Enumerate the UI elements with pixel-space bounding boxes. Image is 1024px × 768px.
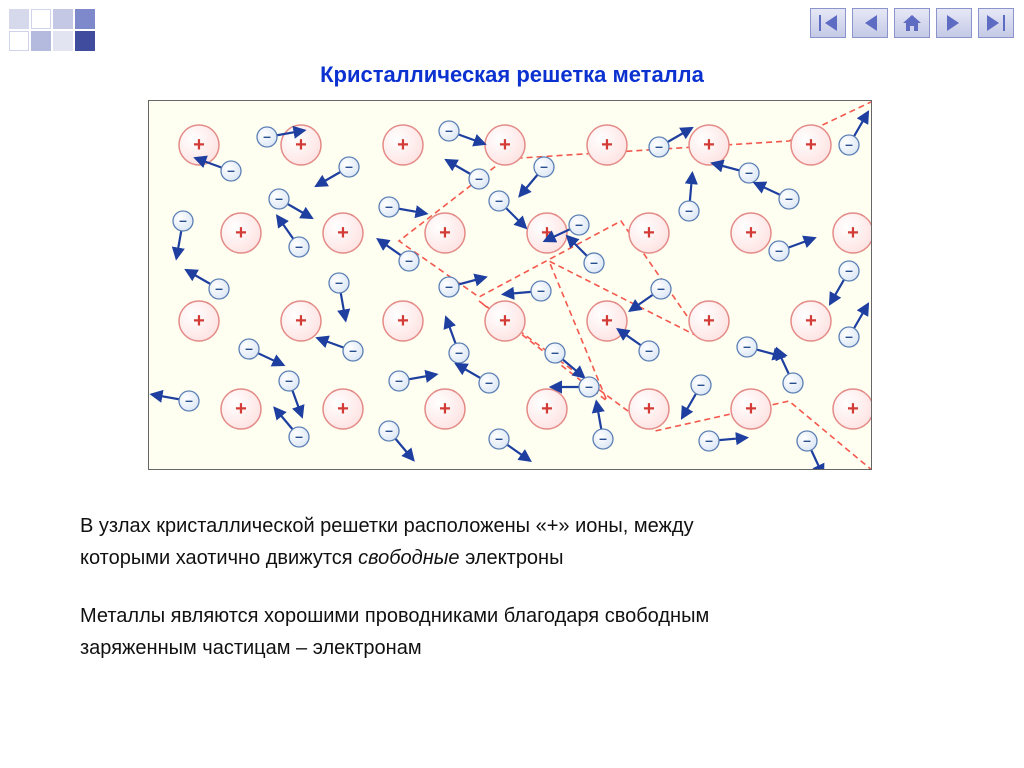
svg-text:–: – [657, 280, 665, 296]
svg-text:–: – [185, 392, 193, 408]
svg-text:–: – [445, 278, 453, 294]
svg-text:–: – [540, 158, 548, 174]
svg-text:–: – [245, 340, 253, 356]
forward-button[interactable] [936, 8, 972, 38]
svg-text:–: – [405, 252, 413, 268]
svg-text:–: – [335, 274, 343, 290]
svg-text:–: – [345, 158, 353, 174]
svg-text:+: + [745, 222, 757, 244]
svg-text:+: + [397, 310, 409, 332]
page-title: Кристаллическая решетка металла [0, 62, 1024, 88]
svg-text:+: + [337, 222, 349, 244]
svg-text:–: – [685, 202, 693, 218]
svg-text:+: + [847, 222, 859, 244]
svg-text:+: + [805, 310, 817, 332]
svg-text:–: – [785, 190, 793, 206]
svg-text:–: – [475, 170, 483, 186]
svg-text:–: – [485, 374, 493, 390]
svg-text:+: + [703, 310, 715, 332]
svg-text:+: + [601, 134, 613, 156]
svg-text:–: – [227, 162, 235, 178]
svg-text:–: – [537, 282, 545, 298]
svg-text:+: + [499, 134, 511, 156]
svg-text:–: – [179, 212, 187, 228]
svg-text:–: – [789, 374, 797, 390]
svg-text:+: + [193, 134, 205, 156]
svg-text:–: – [551, 344, 559, 360]
svg-text:–: – [495, 192, 503, 208]
svg-text:–: – [263, 128, 271, 144]
svg-text:+: + [397, 134, 409, 156]
skip-forward-button[interactable] [978, 8, 1014, 38]
svg-text:–: – [445, 122, 453, 138]
svg-text:+: + [805, 134, 817, 156]
svg-text:–: – [655, 138, 663, 154]
svg-text:–: – [575, 216, 583, 232]
svg-text:–: – [745, 164, 753, 180]
svg-text:+: + [439, 398, 451, 420]
svg-text:–: – [455, 344, 463, 360]
svg-text:–: – [285, 372, 293, 388]
svg-text:+: + [847, 398, 859, 420]
decorative-squares [8, 8, 108, 52]
svg-text:–: – [349, 342, 357, 358]
svg-text:+: + [439, 222, 451, 244]
svg-text:–: – [215, 280, 223, 296]
svg-text:+: + [703, 134, 715, 156]
svg-text:+: + [745, 398, 757, 420]
svg-text:–: – [743, 338, 751, 354]
svg-text:–: – [845, 136, 853, 152]
svg-text:–: – [590, 254, 598, 270]
svg-text:–: – [385, 422, 393, 438]
svg-text:+: + [499, 310, 511, 332]
svg-text:+: + [295, 134, 307, 156]
svg-text:–: – [697, 376, 705, 392]
back-button[interactable] [852, 8, 888, 38]
skip-back-button[interactable] [810, 8, 846, 38]
svg-text:+: + [235, 222, 247, 244]
svg-text:+: + [295, 310, 307, 332]
svg-text:–: – [295, 238, 303, 254]
svg-text:–: – [385, 198, 393, 214]
svg-text:+: + [643, 222, 655, 244]
svg-text:–: – [275, 190, 283, 206]
svg-text:+: + [193, 310, 205, 332]
svg-text:–: – [645, 342, 653, 358]
svg-text:–: – [845, 262, 853, 278]
description-2: Металлы являются хорошими проводниками б… [80, 600, 709, 664]
svg-text:–: – [845, 328, 853, 344]
svg-text:–: – [705, 432, 713, 448]
svg-text:–: – [395, 372, 403, 388]
svg-text:+: + [541, 398, 553, 420]
lattice-diagram: ++++++++++++++++++++++++++++––––––––––––… [148, 100, 872, 470]
svg-text:–: – [803, 432, 811, 448]
svg-text:–: – [295, 428, 303, 444]
svg-text:+: + [235, 398, 247, 420]
nav-bar [810, 8, 1014, 38]
description-1: В узлах кристаллической решетки располож… [80, 510, 694, 574]
svg-text:–: – [495, 430, 503, 446]
svg-text:–: – [585, 378, 593, 394]
svg-text:–: – [775, 242, 783, 258]
svg-text:+: + [643, 398, 655, 420]
svg-text:–: – [599, 430, 607, 446]
svg-text:+: + [337, 398, 349, 420]
svg-text:+: + [601, 310, 613, 332]
home-button[interactable] [894, 8, 930, 38]
